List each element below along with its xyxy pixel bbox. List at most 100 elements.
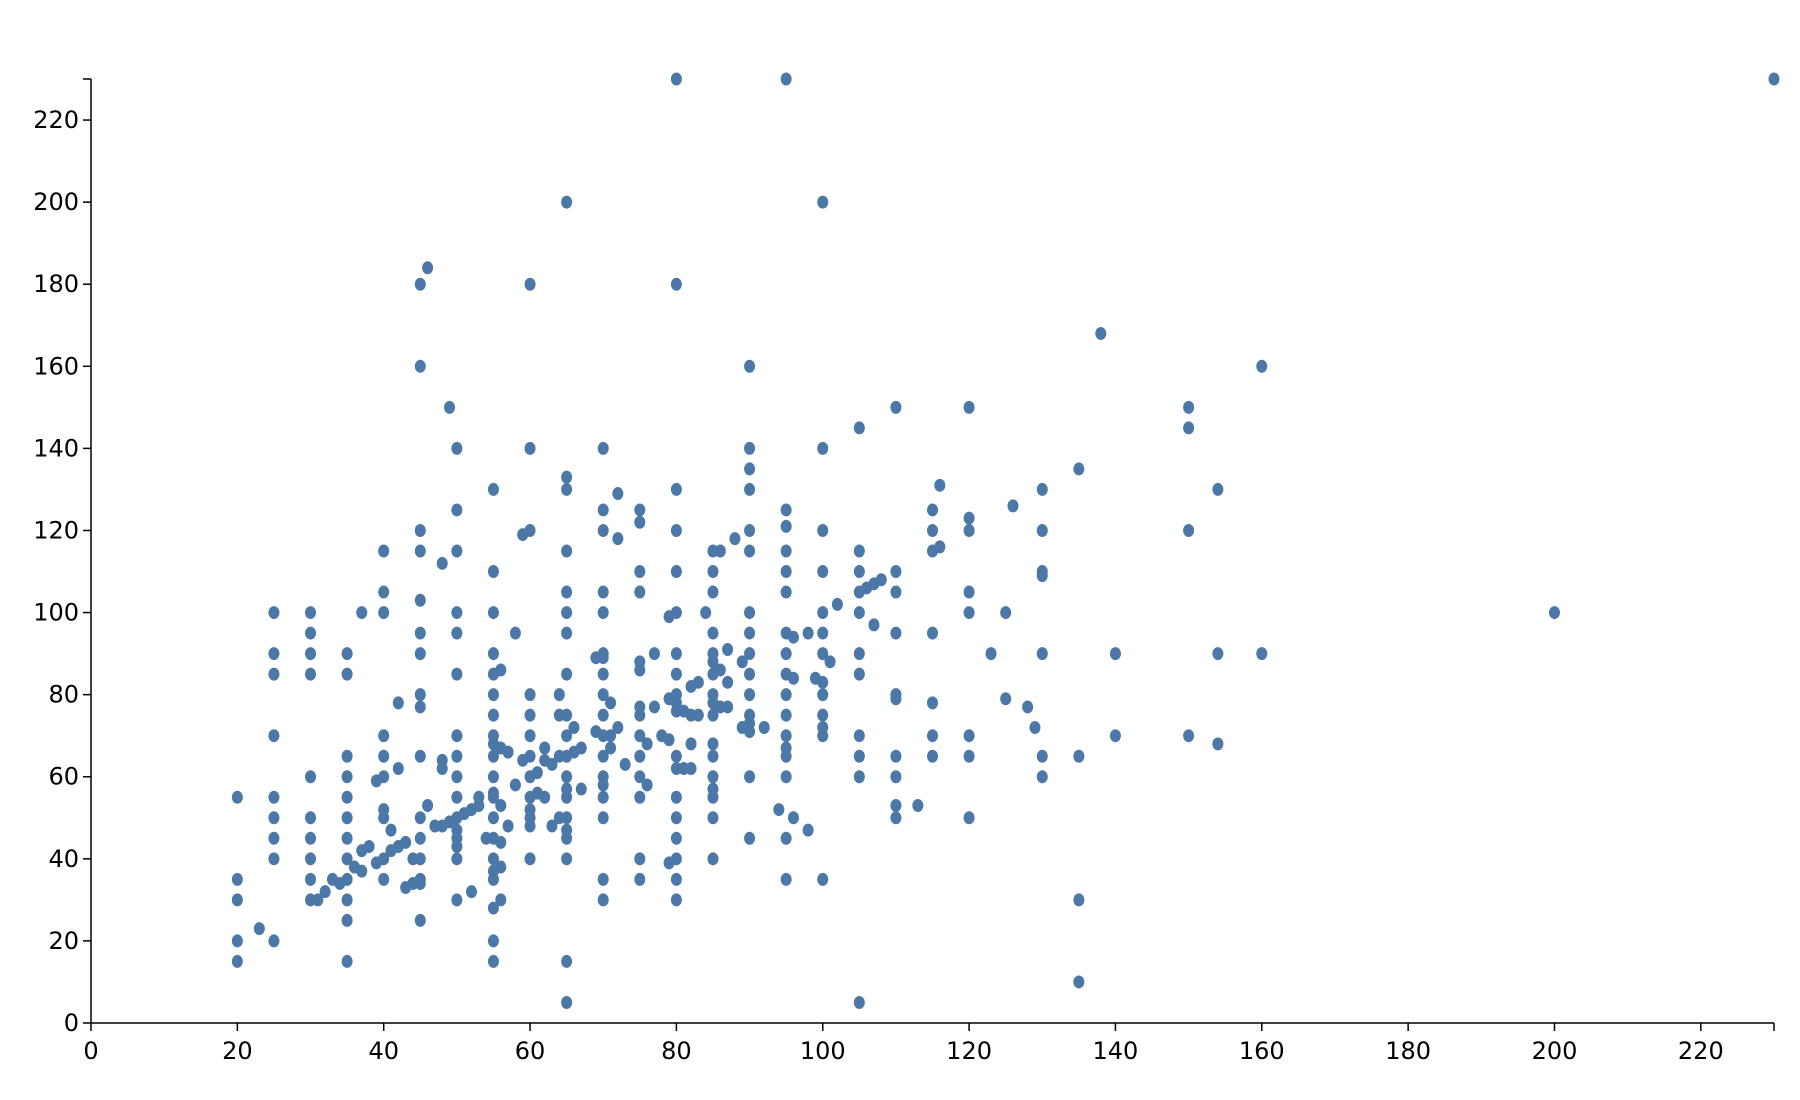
point — [253, 922, 265, 936]
point — [634, 770, 646, 784]
point — [487, 852, 499, 866]
point — [744, 523, 756, 537]
point — [1212, 482, 1224, 496]
point — [561, 470, 573, 484]
point — [524, 688, 536, 702]
x-tick-label: 80 — [661, 1037, 692, 1065]
point — [1183, 400, 1195, 414]
point — [312, 893, 324, 907]
point — [1183, 421, 1195, 435]
y-tick-label: 140 — [33, 434, 79, 462]
point — [597, 893, 609, 907]
point — [597, 872, 609, 886]
point — [744, 831, 756, 845]
point — [744, 359, 756, 373]
point — [414, 852, 426, 866]
point — [648, 700, 660, 714]
x-tick-label: 180 — [1385, 1037, 1431, 1065]
point — [414, 593, 426, 607]
point — [268, 606, 280, 620]
point — [1073, 749, 1085, 763]
point — [875, 573, 887, 587]
point — [890, 565, 902, 579]
x-tick-label: 200 — [1532, 1037, 1578, 1065]
y-tick-label: 200 — [33, 188, 79, 216]
point — [802, 626, 814, 640]
point — [744, 688, 756, 702]
point — [1000, 692, 1012, 706]
point — [853, 647, 865, 661]
point — [722, 643, 734, 657]
x-tick-label: 0 — [83, 1037, 98, 1065]
point — [597, 667, 609, 681]
point — [780, 585, 792, 599]
y-tick-label: 220 — [33, 106, 79, 134]
point — [1036, 770, 1048, 784]
point — [509, 778, 521, 792]
point — [422, 798, 434, 812]
point — [853, 606, 865, 620]
point — [853, 421, 865, 435]
point — [495, 835, 507, 849]
point — [356, 864, 368, 878]
point — [561, 790, 573, 804]
point — [817, 675, 829, 689]
point — [890, 400, 902, 414]
point — [912, 798, 924, 812]
point — [231, 790, 243, 804]
point — [414, 544, 426, 558]
point — [670, 811, 682, 825]
point — [780, 647, 792, 661]
point — [963, 606, 975, 620]
point — [605, 696, 617, 710]
point — [305, 770, 317, 784]
point — [305, 831, 317, 845]
point — [444, 400, 456, 414]
point — [502, 745, 514, 759]
point — [707, 585, 719, 599]
y-tick-label: 180 — [33, 270, 79, 298]
point — [890, 811, 902, 825]
point — [670, 523, 682, 537]
point — [1256, 359, 1268, 373]
point — [268, 934, 280, 948]
point — [692, 708, 704, 722]
point — [561, 544, 573, 558]
point — [341, 790, 353, 804]
point — [1036, 482, 1048, 496]
point — [853, 544, 865, 558]
point — [963, 749, 975, 763]
point — [487, 872, 499, 886]
point — [780, 688, 792, 702]
point — [268, 790, 280, 804]
point — [414, 647, 426, 661]
point — [341, 770, 353, 784]
point — [1548, 606, 1560, 620]
point — [597, 585, 609, 599]
point — [831, 597, 843, 611]
point — [524, 852, 536, 866]
point — [1212, 647, 1224, 661]
point — [487, 688, 499, 702]
point — [414, 831, 426, 845]
point — [605, 729, 617, 743]
point — [392, 696, 404, 710]
y-tick-label: 20 — [48, 927, 79, 955]
point — [487, 790, 499, 804]
point — [670, 565, 682, 579]
point — [670, 72, 682, 86]
point — [817, 647, 829, 661]
point — [1029, 720, 1041, 734]
point — [524, 729, 536, 743]
point — [539, 790, 551, 804]
point — [546, 757, 558, 771]
y-tick-label: 40 — [48, 845, 79, 873]
point — [670, 872, 682, 886]
point — [707, 565, 719, 579]
point — [268, 667, 280, 681]
point — [722, 675, 734, 689]
point — [612, 532, 624, 546]
point — [744, 462, 756, 476]
point — [451, 840, 463, 854]
point — [341, 954, 353, 968]
